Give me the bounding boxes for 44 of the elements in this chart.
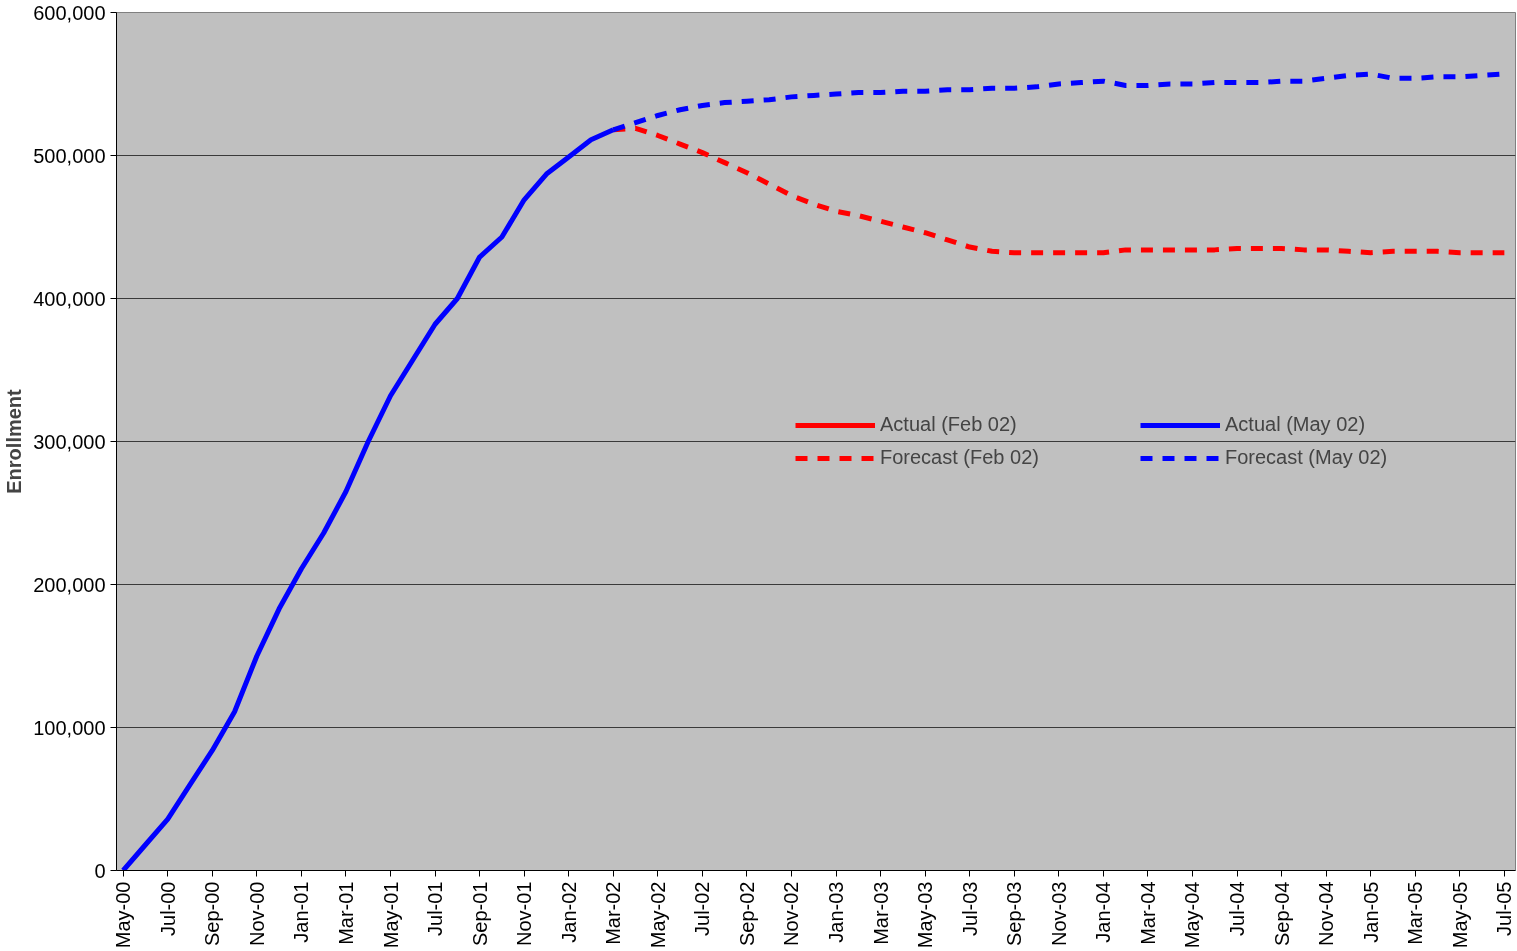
y-tick-label: 500,000 — [33, 144, 106, 167]
x-tick-label: Jan-01 — [290, 881, 313, 943]
x-tick-label: Nov-04 — [1315, 881, 1338, 946]
x-tick-label: May-02 — [646, 881, 669, 949]
legend-label: Forecast (Feb 02) — [880, 446, 1040, 469]
y-tick-label: 400,000 — [33, 287, 106, 310]
x-tick-label: May-03 — [914, 881, 937, 949]
x-tick-label: Sep-02 — [735, 881, 758, 946]
x-tick-label: Nov-02 — [780, 881, 803, 946]
x-tick-label: Sep-03 — [1003, 881, 1026, 946]
x-tick-label: Mar-04 — [1136, 881, 1159, 945]
x-tick-label: Nov-03 — [1047, 881, 1070, 946]
legend-label: Forecast (May 02) — [1225, 446, 1389, 469]
x-tick-label: Jul-05 — [1493, 881, 1516, 936]
y-axis-title: Enrollment — [3, 388, 26, 494]
x-tick-label: Jan-05 — [1359, 881, 1382, 943]
y-tick-label: 600,000 — [33, 1, 106, 24]
x-tick-label: Jul-02 — [691, 881, 714, 936]
x-tick-label: Nov-01 — [513, 881, 536, 946]
x-tick-label: Jan-03 — [825, 881, 848, 943]
y-tick-label: 200,000 — [33, 573, 106, 596]
x-tick-label: Jan-02 — [557, 881, 580, 943]
x-tick-label: Mar-02 — [602, 881, 625, 945]
legend-label: Actual (Feb 02) — [880, 413, 1018, 436]
x-tick-label: May-04 — [1181, 881, 1204, 949]
x-tick-label: Jul-01 — [424, 881, 447, 936]
x-tick-label: Jul-04 — [1226, 881, 1249, 936]
x-tick-label: Jul-00 — [156, 881, 179, 936]
x-tick-label: Sep-00 — [201, 881, 224, 946]
x-tick-label: Jul-03 — [958, 881, 981, 936]
x-tick-label: Sep-01 — [468, 881, 491, 946]
y-tick-label: 300,000 — [33, 430, 106, 453]
x-tick-label: Nov-00 — [245, 881, 268, 946]
x-tick-label: Mar-03 — [869, 881, 892, 945]
x-tick-label: Mar-01 — [334, 881, 357, 945]
x-tick-label: Mar-05 — [1404, 881, 1427, 945]
x-tick-label: Sep-04 — [1270, 881, 1293, 946]
x-tick-label: May-00 — [112, 881, 135, 949]
y-tick-label: 0 — [94, 859, 106, 882]
y-tick-label: 100,000 — [33, 716, 106, 739]
x-tick-label: May-01 — [379, 881, 402, 949]
legend-label: Actual (May 02) — [1225, 413, 1367, 436]
x-tick-label: Jan-04 — [1092, 881, 1115, 943]
x-tick-label: May-05 — [1448, 881, 1471, 949]
